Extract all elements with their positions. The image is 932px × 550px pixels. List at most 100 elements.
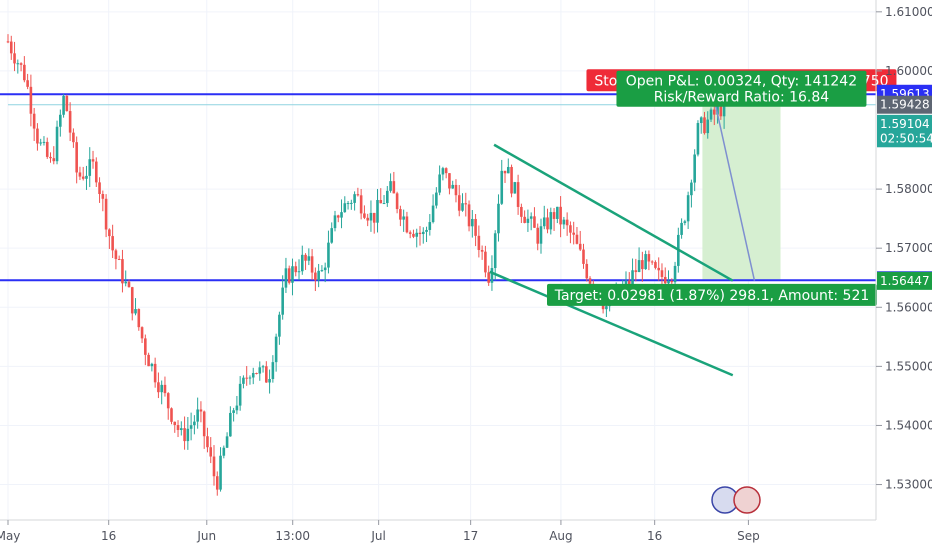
candle-body: [320, 270, 324, 272]
candle-body: [382, 203, 386, 205]
candle-body: [350, 202, 353, 204]
candle-body: [490, 268, 494, 283]
candle-body: [294, 266, 298, 273]
price-tag-bg: [877, 129, 932, 148]
candle-body: [435, 192, 438, 206]
candle-body: [117, 259, 121, 261]
candle-body: [59, 114, 62, 127]
price-tag: 1.56447: [877, 271, 932, 290]
candle-body: [366, 217, 369, 221]
candle-body: [408, 232, 412, 234]
candle-body: [699, 117, 703, 124]
candle-body: [461, 203, 464, 211]
time-tick-label: May: [0, 529, 20, 543]
candle-body: [42, 141, 46, 143]
wedge-trendline[interactable]: [493, 143, 734, 282]
candle-body: [405, 216, 409, 233]
time-tick-label: 16: [101, 529, 116, 543]
position-labels: Stop: 0.00177 (0.11%) 17.7, Amount: 750O…: [547, 69, 897, 306]
time-axis[interactable]: May 16 Jun 13:00 Jul 17 Aug 16 Sep: [0, 520, 760, 543]
candle-body: [703, 117, 706, 134]
candle-body: [673, 265, 677, 283]
candle-body: [202, 411, 206, 437]
watermark-logo: [711, 486, 761, 514]
candle-body: [464, 203, 468, 205]
candle-body: [317, 270, 320, 281]
candle-body: [251, 373, 255, 378]
profit-zone[interactable]: [702, 104, 781, 281]
candle-body: [487, 272, 490, 283]
candle-body: [536, 227, 540, 244]
candle-body: [552, 212, 556, 219]
wedge-trendline[interactable]: [489, 270, 734, 377]
candle-body: [206, 436, 209, 448]
candle-body: [647, 254, 651, 262]
candle-body: [542, 217, 546, 227]
price-tick-label: 1.60000: [885, 64, 932, 78]
candle-body: [232, 410, 235, 413]
candle-body: [605, 306, 608, 310]
candle-body: [245, 377, 248, 379]
candle-body: [359, 195, 363, 214]
pnl-label: Open P&L: 0.00324, Qty: 141242Risk/Rewar…: [616, 70, 867, 107]
target-label-text: Target: 0.02981 (1.87%) 298.1, Amount: 5…: [554, 288, 870, 304]
candle-body: [516, 182, 520, 207]
candle-body: [690, 182, 693, 196]
candle-body: [72, 132, 75, 143]
time-tick-label: Sep: [737, 529, 760, 543]
candle-body: [278, 314, 281, 337]
wedge-trendlines[interactable]: [489, 104, 756, 377]
candle-body: [565, 219, 569, 226]
candle-body: [559, 206, 562, 225]
candle-body: [140, 327, 144, 339]
candle-body: [585, 263, 589, 279]
candle-body: [9, 41, 13, 54]
candle-body: [173, 421, 177, 426]
candle-body: [307, 256, 311, 261]
candle-body: [45, 141, 49, 157]
candle-body: [98, 182, 101, 195]
candle-body: [274, 336, 278, 363]
candle-body: [300, 254, 304, 272]
price-axis[interactable]: 1.61000 1.60000 1.58000 1.57000 1.56000 1.550…: [876, 5, 932, 492]
risk-reward-text: Risk/Reward Ratio: 16.84: [654, 90, 830, 106]
candle-body: [477, 235, 481, 250]
candle-body: [265, 366, 268, 383]
candle-body: [268, 379, 271, 383]
candle-body: [484, 251, 487, 273]
candle-body: [578, 243, 582, 250]
candle-body: [706, 119, 710, 134]
candle-body: [588, 278, 592, 284]
candle-body: [529, 216, 533, 219]
time-tick-label: 16: [647, 529, 662, 543]
candle-body: [271, 362, 275, 380]
price-tick-label: 1.57000: [885, 241, 932, 255]
candle-body: [134, 309, 137, 314]
candle-body: [209, 447, 213, 457]
candle-body: [189, 425, 193, 429]
price-tag: 1.59104: [877, 114, 932, 133]
candle-body: [572, 232, 575, 235]
price-tag-text: 1.59428: [880, 98, 930, 112]
price-tick-label: 1.56000: [885, 300, 932, 314]
candle-body: [39, 142, 42, 144]
candle-body: [137, 309, 141, 328]
candle-body: [186, 428, 190, 442]
candle-body: [121, 259, 124, 284]
candle-body: [686, 195, 690, 222]
candle-body: [108, 229, 111, 237]
candle-body: [526, 218, 530, 223]
time-tick-label: 13:00: [275, 529, 310, 543]
candle-body: [193, 421, 196, 426]
candle-body: [709, 109, 713, 120]
candle-body: [386, 190, 389, 204]
candle-body: [104, 198, 108, 230]
candle-body: [55, 126, 59, 162]
candle-body: [6, 41, 10, 43]
candle-body: [242, 377, 245, 384]
candle-body: [13, 53, 16, 64]
price-tag-text: 02:50:54: [880, 131, 932, 145]
candle-body: [183, 428, 186, 442]
candle-body: [457, 195, 461, 211]
